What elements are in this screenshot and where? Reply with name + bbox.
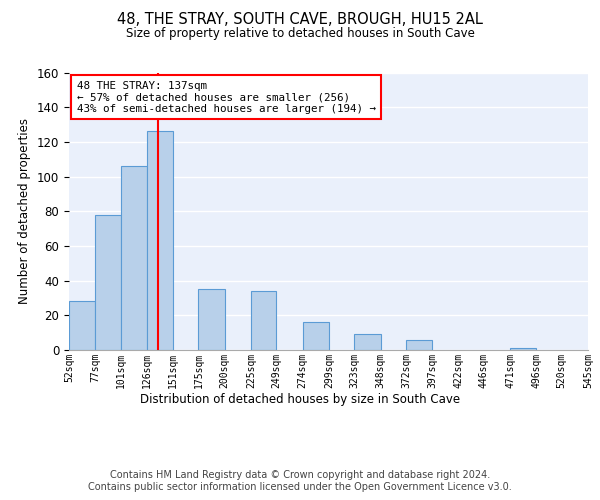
- Bar: [303, 322, 329, 350]
- Bar: [121, 166, 147, 350]
- Bar: [406, 340, 432, 350]
- Bar: [510, 348, 536, 350]
- Text: 48, THE STRAY, SOUTH CAVE, BROUGH, HU15 2AL: 48, THE STRAY, SOUTH CAVE, BROUGH, HU15 …: [117, 12, 483, 28]
- Bar: [69, 302, 95, 350]
- Text: Contains HM Land Registry data © Crown copyright and database right 2024.
Contai: Contains HM Land Registry data © Crown c…: [88, 470, 512, 492]
- Text: 48 THE STRAY: 137sqm
← 57% of detached houses are smaller (256)
43% of semi-deta: 48 THE STRAY: 137sqm ← 57% of detached h…: [77, 81, 376, 114]
- Bar: [147, 132, 173, 350]
- Text: Distribution of detached houses by size in South Cave: Distribution of detached houses by size …: [140, 392, 460, 406]
- Y-axis label: Number of detached properties: Number of detached properties: [19, 118, 31, 304]
- Bar: [251, 291, 277, 350]
- Bar: [95, 214, 121, 350]
- Bar: [354, 334, 380, 350]
- Bar: [199, 290, 225, 350]
- Text: Size of property relative to detached houses in South Cave: Size of property relative to detached ho…: [125, 28, 475, 40]
